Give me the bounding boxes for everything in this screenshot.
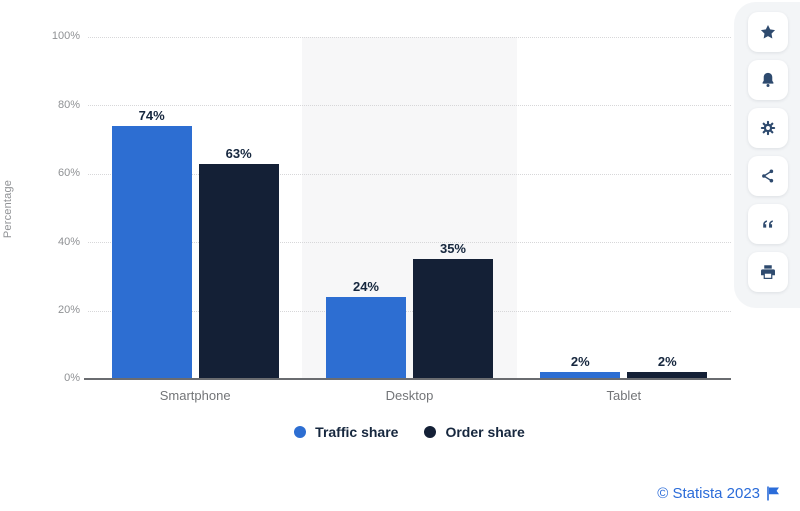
share-icon [762,169,774,183]
print-button[interactable] [748,252,788,292]
y-tick-80: 80% [57,99,80,111]
legend: Traffic share Order share [88,424,731,440]
plot-area: 74% 63% 24% 35% 2% 2% [84,37,731,380]
x-label-desktop: Desktop [385,388,434,403]
share-button[interactable] [748,156,788,196]
value-label: 2% [657,354,677,370]
value-label: 35% [439,241,466,257]
legend-item-traffic-share[interactable]: Traffic share [294,424,398,440]
value-label: 63% [225,145,252,161]
x-label-tablet: Tablet [606,388,642,403]
notification-button[interactable] [748,60,788,100]
order-share-dot-icon [424,426,437,438]
star-icon [760,24,776,39]
y-tick-40: 40% [57,236,80,248]
toolbar-sidebar [734,2,800,308]
legend-label: Traffic share [315,424,399,440]
y-tick-20: 20% [57,304,80,316]
attribution-link[interactable]: © Statista 2023 [657,485,780,502]
bar-order-share-smartphone[interactable] [198,163,279,379]
value-label: 2% [570,354,590,370]
bar-traffic-share-tablet[interactable] [540,372,621,379]
gridline-20 [88,310,731,312]
settings-button[interactable] [748,108,788,148]
y-axis-title: Percentage [2,179,14,239]
bar-group-smartphone: 74% 63% [88,37,302,379]
quote-icon [763,220,773,228]
bar-group-tablet: 2% 2% [517,37,731,379]
bar-traffic-share-smartphone[interactable] [111,125,192,379]
citation-button[interactable] [748,204,788,244]
gridline-80 [88,105,731,107]
print-icon [761,265,775,279]
traffic-share-dot-icon [294,426,307,438]
legend-label: Order share [445,424,525,440]
gridline-40 [88,242,731,244]
bar-traffic-share-desktop[interactable] [325,296,406,379]
bar-order-share-desktop[interactable] [412,259,493,379]
value-label: 24% [352,278,379,294]
y-tick-60: 60% [57,167,80,179]
y-tick-100: 100% [51,30,80,42]
bar-order-share-tablet[interactable] [627,372,708,379]
gear-icon [760,120,776,136]
bell-icon [762,72,774,87]
gridline-60 [88,173,731,175]
x-axis-labels: Smartphone Desktop Tablet [88,388,731,403]
gridline-100 [88,37,731,38]
y-tick-0: 0% [64,372,80,384]
favorite-button[interactable] [748,12,788,52]
value-label: 74% [138,107,165,123]
x-label-smartphone: Smartphone [159,388,231,403]
flag-icon [767,486,779,501]
x-axis-line [84,378,731,380]
legend-item-order-share[interactable]: Order share [424,424,525,440]
bar-group-desktop: 24% 35% [302,37,516,379]
attribution-text: © Statista 2023 [657,485,760,502]
